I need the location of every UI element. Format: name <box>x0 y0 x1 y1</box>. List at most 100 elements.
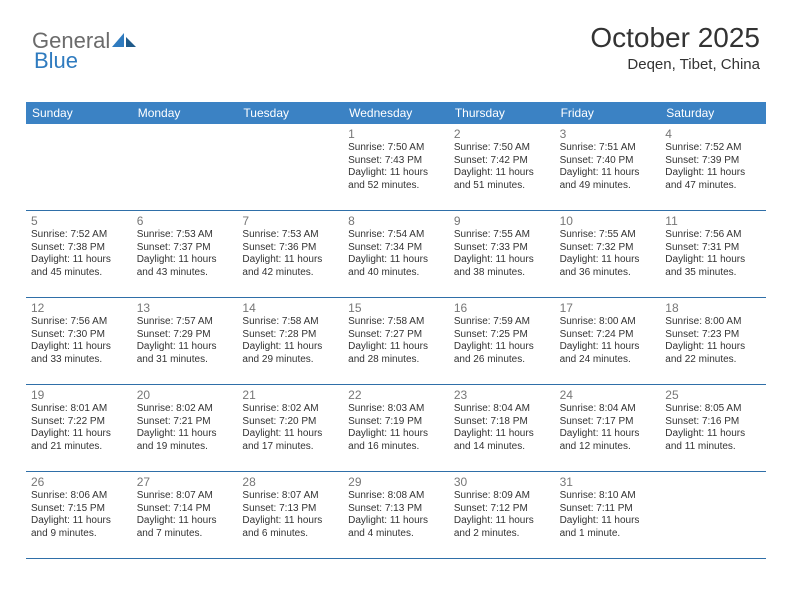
sunrise-text: Sunrise: 8:04 AM <box>454 403 550 416</box>
sunset-text: Sunset: 7:43 PM <box>348 155 444 168</box>
day-cell: 11Sunrise: 7:56 AMSunset: 7:31 PMDayligh… <box>660 211 766 297</box>
daylight-text: Daylight: 11 hours and 6 minutes. <box>242 515 338 540</box>
daylight-text: Daylight: 11 hours and 4 minutes. <box>348 515 444 540</box>
day-number: 4 <box>665 127 761 141</box>
day-cell: 6Sunrise: 7:53 AMSunset: 7:37 PMDaylight… <box>132 211 238 297</box>
daylight-text: Daylight: 11 hours and 47 minutes. <box>665 167 761 192</box>
daylight-text: Daylight: 11 hours and 17 minutes. <box>242 428 338 453</box>
sunrise-text: Sunrise: 8:00 AM <box>560 316 656 329</box>
sunrise-text: Sunrise: 7:51 AM <box>560 142 656 155</box>
day-header: Tuesday <box>237 102 343 124</box>
sunset-text: Sunset: 7:29 PM <box>137 329 233 342</box>
sunset-text: Sunset: 7:25 PM <box>454 329 550 342</box>
day-header: Wednesday <box>343 102 449 124</box>
day-number: 28 <box>242 475 338 489</box>
day-number: 27 <box>137 475 233 489</box>
day-number: 26 <box>31 475 127 489</box>
day-cell: 13Sunrise: 7:57 AMSunset: 7:29 PMDayligh… <box>132 298 238 384</box>
day-cell: 7Sunrise: 7:53 AMSunset: 7:36 PMDaylight… <box>237 211 343 297</box>
day-cell: 22Sunrise: 8:03 AMSunset: 7:19 PMDayligh… <box>343 385 449 471</box>
day-number: 21 <box>242 388 338 402</box>
daylight-text: Daylight: 11 hours and 16 minutes. <box>348 428 444 453</box>
sunset-text: Sunset: 7:39 PM <box>665 155 761 168</box>
day-number: 23 <box>454 388 550 402</box>
week-row: 26Sunrise: 8:06 AMSunset: 7:15 PMDayligh… <box>26 472 766 559</box>
sunrise-text: Sunrise: 8:06 AM <box>31 490 127 503</box>
sunrise-text: Sunrise: 8:04 AM <box>560 403 656 416</box>
day-cell: 30Sunrise: 8:09 AMSunset: 7:12 PMDayligh… <box>449 472 555 558</box>
day-number: 2 <box>454 127 550 141</box>
sunset-text: Sunset: 7:12 PM <box>454 503 550 516</box>
daylight-text: Daylight: 11 hours and 29 minutes. <box>242 341 338 366</box>
day-cell: 4Sunrise: 7:52 AMSunset: 7:39 PMDaylight… <box>660 124 766 210</box>
daylight-text: Daylight: 11 hours and 33 minutes. <box>31 341 127 366</box>
day-number: 12 <box>31 301 127 315</box>
day-cell: 28Sunrise: 8:07 AMSunset: 7:13 PMDayligh… <box>237 472 343 558</box>
day-cell: 19Sunrise: 8:01 AMSunset: 7:22 PMDayligh… <box>26 385 132 471</box>
sunset-text: Sunset: 7:21 PM <box>137 416 233 429</box>
week-row: 1Sunrise: 7:50 AMSunset: 7:43 PMDaylight… <box>26 124 766 211</box>
daylight-text: Daylight: 11 hours and 21 minutes. <box>31 428 127 453</box>
sunrise-text: Sunrise: 7:50 AM <box>454 142 550 155</box>
day-cell: 31Sunrise: 8:10 AMSunset: 7:11 PMDayligh… <box>555 472 661 558</box>
day-cell: 9Sunrise: 7:55 AMSunset: 7:33 PMDaylight… <box>449 211 555 297</box>
sunrise-text: Sunrise: 7:55 AM <box>454 229 550 242</box>
calendar: Sunday Monday Tuesday Wednesday Thursday… <box>26 102 766 559</box>
sunrise-text: Sunrise: 8:00 AM <box>665 316 761 329</box>
daylight-text: Daylight: 11 hours and 43 minutes. <box>137 254 233 279</box>
day-cell: 1Sunrise: 7:50 AMSunset: 7:43 PMDaylight… <box>343 124 449 210</box>
day-cell <box>26 124 132 210</box>
day-number: 10 <box>560 214 656 228</box>
sunset-text: Sunset: 7:40 PM <box>560 155 656 168</box>
daylight-text: Daylight: 11 hours and 35 minutes. <box>665 254 761 279</box>
day-number: 19 <box>31 388 127 402</box>
week-row: 19Sunrise: 8:01 AMSunset: 7:22 PMDayligh… <box>26 385 766 472</box>
sunrise-text: Sunrise: 7:58 AM <box>242 316 338 329</box>
sunrise-text: Sunrise: 8:07 AM <box>242 490 338 503</box>
day-number: 5 <box>31 214 127 228</box>
day-number: 11 <box>665 214 761 228</box>
month-title: October 2025 <box>590 22 760 54</box>
day-cell <box>660 472 766 558</box>
sunset-text: Sunset: 7:38 PM <box>31 242 127 255</box>
daylight-text: Daylight: 11 hours and 14 minutes. <box>454 428 550 453</box>
sunrise-text: Sunrise: 8:02 AM <box>137 403 233 416</box>
sunset-text: Sunset: 7:28 PM <box>242 329 338 342</box>
sunrise-text: Sunrise: 7:59 AM <box>454 316 550 329</box>
sunrise-text: Sunrise: 7:52 AM <box>665 142 761 155</box>
sunrise-text: Sunrise: 7:56 AM <box>665 229 761 242</box>
day-cell: 24Sunrise: 8:04 AMSunset: 7:17 PMDayligh… <box>555 385 661 471</box>
location-subtitle: Deqen, Tibet, China <box>590 56 760 73</box>
day-number: 15 <box>348 301 444 315</box>
day-cell: 12Sunrise: 7:56 AMSunset: 7:30 PMDayligh… <box>26 298 132 384</box>
day-number: 22 <box>348 388 444 402</box>
sunset-text: Sunset: 7:34 PM <box>348 242 444 255</box>
day-cell: 8Sunrise: 7:54 AMSunset: 7:34 PMDaylight… <box>343 211 449 297</box>
day-cell <box>237 124 343 210</box>
day-number: 25 <box>665 388 761 402</box>
daylight-text: Daylight: 11 hours and 1 minute. <box>560 515 656 540</box>
logo-text-2: Blue <box>34 48 78 74</box>
day-header: Thursday <box>449 102 555 124</box>
day-header: Sunday <box>26 102 132 124</box>
day-cell: 20Sunrise: 8:02 AMSunset: 7:21 PMDayligh… <box>132 385 238 471</box>
day-cell: 23Sunrise: 8:04 AMSunset: 7:18 PMDayligh… <box>449 385 555 471</box>
day-header: Friday <box>555 102 661 124</box>
day-number: 17 <box>560 301 656 315</box>
day-cell <box>132 124 238 210</box>
day-cell: 18Sunrise: 8:00 AMSunset: 7:23 PMDayligh… <box>660 298 766 384</box>
sunrise-text: Sunrise: 7:56 AM <box>31 316 127 329</box>
day-cell: 5Sunrise: 7:52 AMSunset: 7:38 PMDaylight… <box>26 211 132 297</box>
daylight-text: Daylight: 11 hours and 19 minutes. <box>137 428 233 453</box>
daylight-text: Daylight: 11 hours and 40 minutes. <box>348 254 444 279</box>
sunset-text: Sunset: 7:37 PM <box>137 242 233 255</box>
sunset-text: Sunset: 7:19 PM <box>348 416 444 429</box>
sunrise-text: Sunrise: 7:52 AM <box>31 229 127 242</box>
daylight-text: Daylight: 11 hours and 12 minutes. <box>560 428 656 453</box>
header: October 2025 Deqen, Tibet, China <box>590 22 760 73</box>
daylight-text: Daylight: 11 hours and 31 minutes. <box>137 341 233 366</box>
day-number: 9 <box>454 214 550 228</box>
sunrise-text: Sunrise: 8:02 AM <box>242 403 338 416</box>
sunset-text: Sunset: 7:11 PM <box>560 503 656 516</box>
week-row: 12Sunrise: 7:56 AMSunset: 7:30 PMDayligh… <box>26 298 766 385</box>
